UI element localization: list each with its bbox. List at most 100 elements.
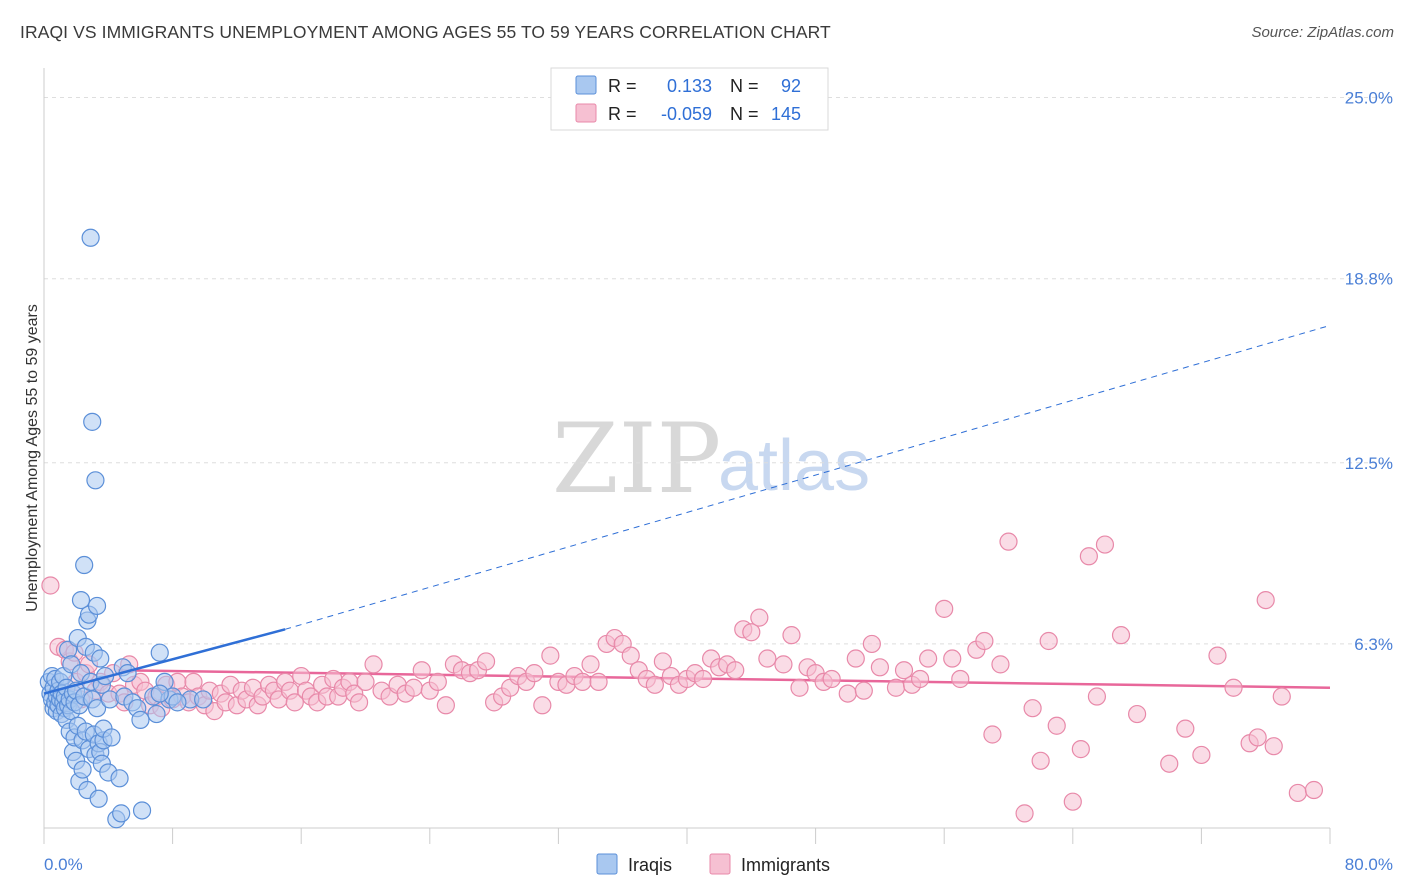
immigrants-point-144 xyxy=(1096,536,1113,553)
y-tick-label-1: 12.5% xyxy=(1345,454,1393,473)
immigrants-point-128 xyxy=(944,650,961,667)
iraqis-point-72 xyxy=(111,770,128,787)
iraqis-point-41 xyxy=(74,761,91,778)
immigrants-point-149 xyxy=(1193,746,1210,763)
iraqis-point-89 xyxy=(82,229,99,246)
immigrants-point-142 xyxy=(1080,548,1097,565)
immigrants-point-105 xyxy=(727,662,744,679)
immigrants-point-117 xyxy=(839,685,856,702)
immigrants-point-139 xyxy=(1048,717,1065,734)
legend-n-label-immigrants: N = xyxy=(730,104,759,124)
immigrants-point-158 xyxy=(1305,782,1322,799)
iraqis-point-79 xyxy=(132,711,149,728)
immigrants-point-143 xyxy=(1088,688,1105,705)
legend-swatch-iraqis xyxy=(576,76,596,94)
immigrants-point-87 xyxy=(582,656,599,673)
bottom-legend-swatch-immigrants xyxy=(710,854,730,874)
series-legend: Iraqis Immigrants xyxy=(597,854,830,875)
immigrants-point-0 xyxy=(42,577,59,594)
immigrants-point-108 xyxy=(751,609,768,626)
immigrants-point-69 xyxy=(437,697,454,714)
immigrants-point-140 xyxy=(1064,793,1081,810)
iraqis-point-90 xyxy=(151,644,168,661)
immigrants-point-122 xyxy=(887,679,904,696)
immigrants-point-101 xyxy=(695,670,712,687)
x-tick-label-max: 80.0% xyxy=(1345,855,1393,874)
immigrants-point-145 xyxy=(1113,627,1130,644)
iraqis-point-59 xyxy=(90,790,107,807)
immigrants-point-58 xyxy=(351,694,368,711)
immigrants-point-121 xyxy=(871,659,888,676)
immigrants-point-120 xyxy=(863,635,880,652)
y-tick-labels: 6.3% 12.5% 18.8% 25.0% xyxy=(1345,89,1393,654)
legend-n-value-iraqis: 92 xyxy=(781,76,801,96)
immigrants-point-131 xyxy=(976,633,993,650)
iraqis-point-88 xyxy=(195,691,212,708)
iraqis-point-91 xyxy=(169,694,186,711)
legend-r-label-immigrants: R = xyxy=(608,104,637,124)
trendlines xyxy=(118,325,1330,687)
immigrants-point-154 xyxy=(1257,592,1274,609)
immigrants-point-134 xyxy=(1000,533,1017,550)
immigrants-point-66 xyxy=(413,662,430,679)
immigrants-point-80 xyxy=(526,665,543,682)
immigrants-point-111 xyxy=(783,627,800,644)
iraqis-point-82 xyxy=(148,706,165,723)
immigrants-point-137 xyxy=(1032,752,1049,769)
legend-swatch-immigrants xyxy=(576,104,596,122)
immigrants-point-119 xyxy=(855,682,872,699)
legend-n-value-immigrants: 145 xyxy=(771,104,801,124)
immigrants-point-68 xyxy=(429,673,446,690)
immigrants-point-126 xyxy=(920,650,937,667)
y-tick-label-0: 6.3% xyxy=(1354,635,1393,654)
iraqis-point-55 xyxy=(87,472,104,489)
gridlines xyxy=(44,98,1392,644)
immigrants-point-147 xyxy=(1161,755,1178,772)
immigrants-point-148 xyxy=(1177,720,1194,737)
legend-r-value-immigrants: -0.059 xyxy=(661,104,712,124)
immigrants-point-95 xyxy=(646,676,663,693)
iraqis-trendline-extension xyxy=(285,325,1330,629)
immigrants-point-60 xyxy=(365,656,382,673)
iraqis-point-73 xyxy=(113,805,130,822)
immigrants-point-81 xyxy=(534,697,551,714)
legend-r-label-iraqis: R = xyxy=(608,76,637,96)
immigrants-point-132 xyxy=(984,726,1001,743)
immigrants-point-153 xyxy=(1249,729,1266,746)
correlation-legend: R = 0.133 N = 92 R = -0.059 N = 145 xyxy=(551,68,828,130)
immigrants-points xyxy=(42,533,1322,822)
iraqis-point-57 xyxy=(89,597,106,614)
immigrants-point-135 xyxy=(1016,805,1033,822)
iraqis-point-80 xyxy=(134,802,151,819)
iraqis-points xyxy=(40,229,285,827)
iraqis-point-51 xyxy=(84,413,101,430)
bottom-legend-swatch-iraqis xyxy=(597,854,617,874)
immigrants-point-138 xyxy=(1040,633,1057,650)
scatter-chart: ZIP atlas Unemployment Among Ages 55 to … xyxy=(0,0,1406,892)
immigrants-point-118 xyxy=(847,650,864,667)
bottom-legend-immigrants: Immigrants xyxy=(741,855,830,875)
iraqis-point-87 xyxy=(151,685,168,702)
immigrants-point-133 xyxy=(992,656,1009,673)
immigrants-point-65 xyxy=(405,679,422,696)
immigrants-point-156 xyxy=(1273,688,1290,705)
immigrants-point-82 xyxy=(542,647,559,664)
iraqis-point-70 xyxy=(103,729,120,746)
immigrants-point-116 xyxy=(823,670,840,687)
immigrants-point-150 xyxy=(1209,647,1226,664)
watermark-zip: ZIP xyxy=(552,403,721,515)
x-tick-label-min: 0.0% xyxy=(44,855,83,874)
legend-r-value-iraqis: 0.133 xyxy=(667,76,712,96)
immigrants-point-155 xyxy=(1265,738,1282,755)
immigrants-point-151 xyxy=(1225,679,1242,696)
immigrants-point-125 xyxy=(912,670,929,687)
immigrants-point-59 xyxy=(357,673,374,690)
immigrants-point-141 xyxy=(1072,741,1089,758)
immigrants-point-88 xyxy=(590,673,607,690)
immigrants-point-157 xyxy=(1289,784,1306,801)
iraqis-point-61 xyxy=(92,650,109,667)
legend-n-label-iraqis: N = xyxy=(730,76,759,96)
y-tick-label-2: 18.8% xyxy=(1345,270,1393,289)
immigrants-point-86 xyxy=(574,673,591,690)
immigrants-point-129 xyxy=(952,670,969,687)
